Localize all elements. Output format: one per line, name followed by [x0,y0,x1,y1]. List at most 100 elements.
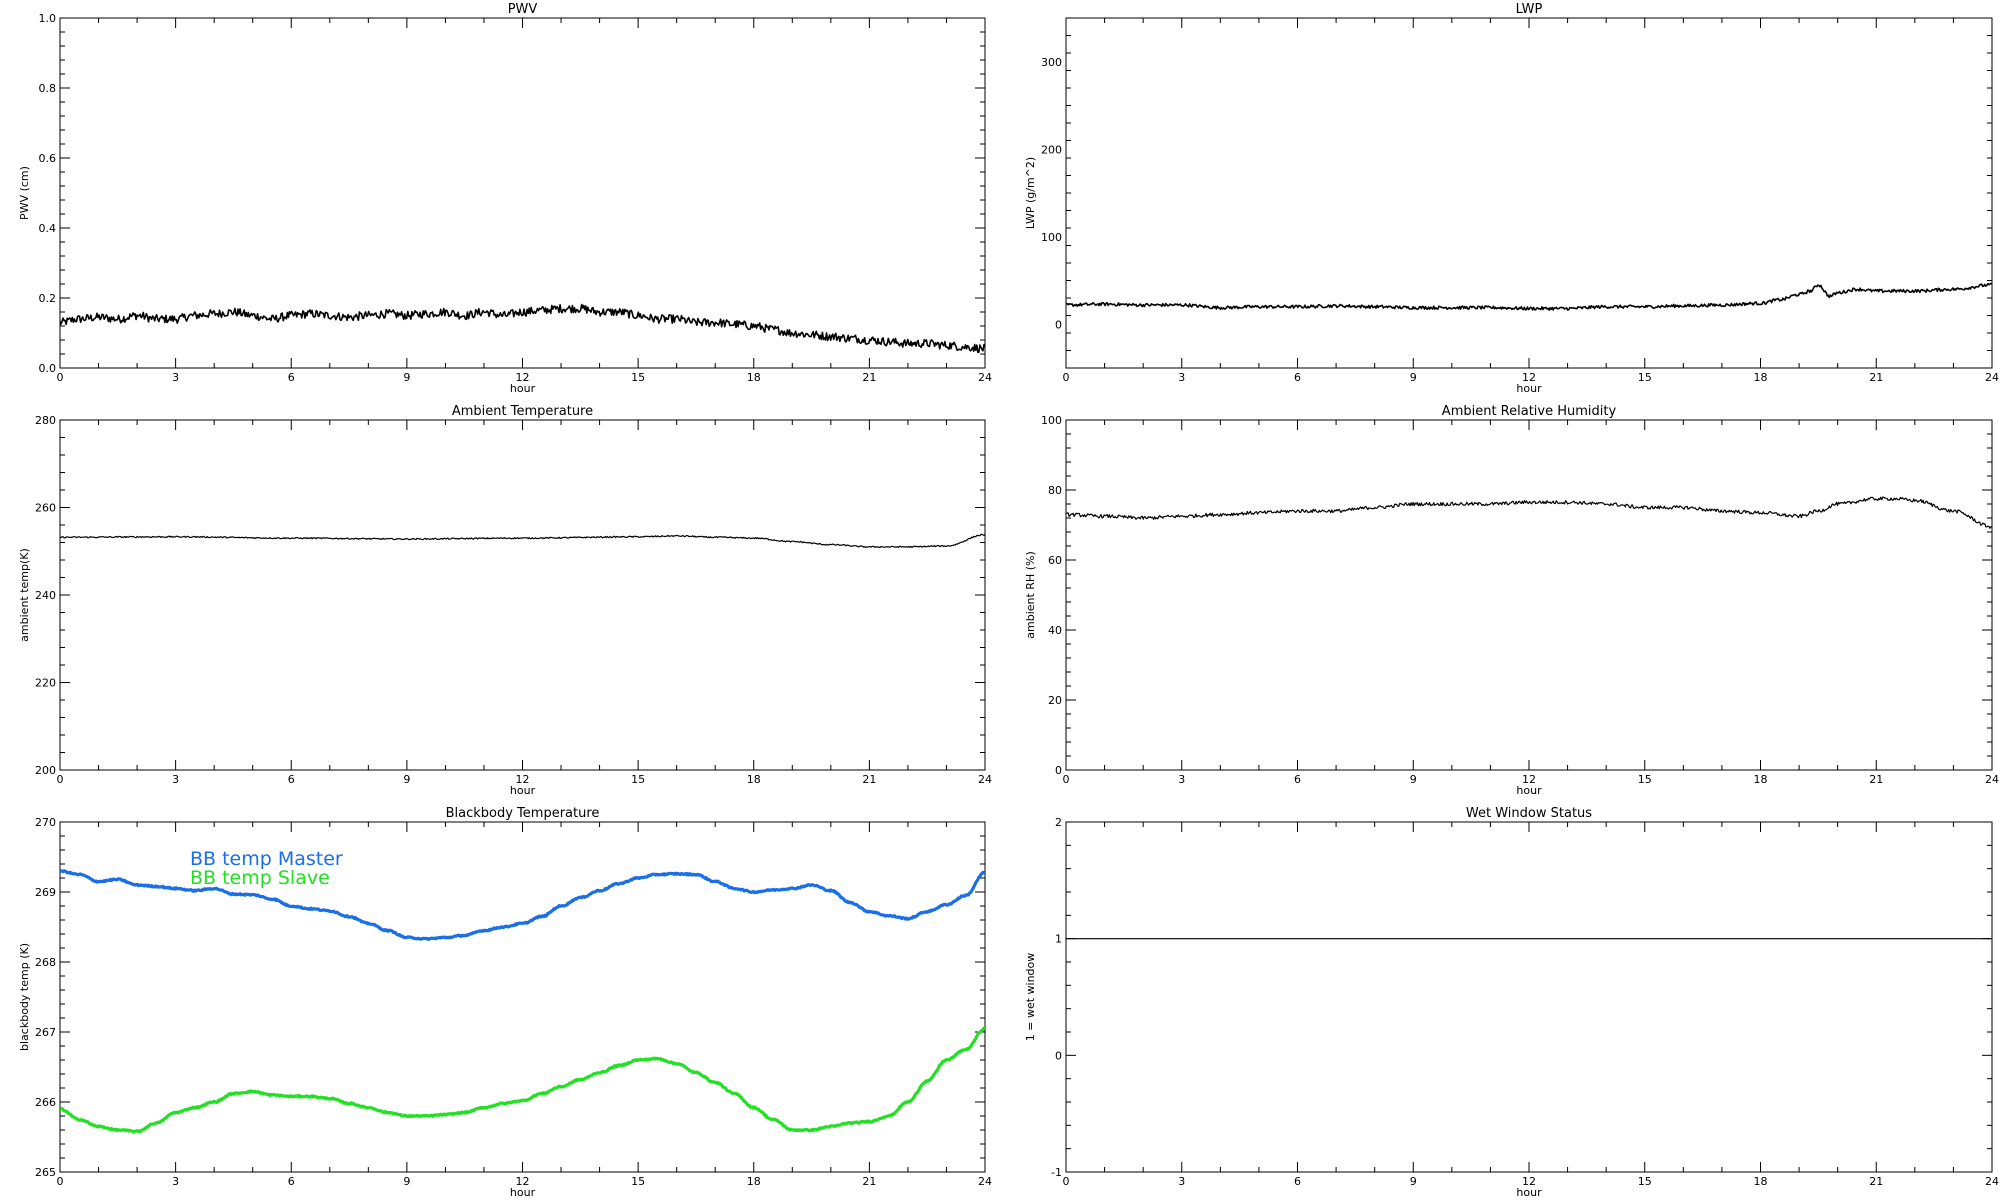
x-tick-label: 24 [1985,773,1999,786]
chart-title: LWP [1516,2,1543,17]
y-tick-label: 20 [1048,694,1062,707]
x-tick-label: 6 [1294,371,1301,384]
x-axis-label: hour [510,1186,536,1199]
x-tick-label: 24 [1985,371,1999,384]
y-tick-label: 200 [1041,143,1062,156]
legend-entry: BB temp Master [190,848,343,870]
series-line-0 [1066,282,1992,311]
x-tick-label: 6 [1294,1175,1301,1188]
series-line-0 [1066,496,1992,529]
series-line-0 [60,868,985,942]
x-tick-label: 15 [631,1175,645,1188]
y-tick-label: 1.0 [39,12,57,25]
chart-panel-0: PWV 0 3 6 9 12 15 18 21 24 hour 0.0 0.2 0.4 0.6 0.8 1.0 P… [18,2,992,395]
x-tick-label: 15 [1638,371,1652,384]
x-tick-label: 3 [1178,1175,1185,1188]
x-tick-label: 21 [862,773,876,786]
x-tick-label: 12 [516,1175,530,1188]
y-axis-label: 1 = wet window [1024,953,1037,1042]
x-tick-label: 9 [1410,371,1417,384]
y-axis-label: blackbody temp (K) [18,943,31,1051]
x-axis-label: hour [510,382,536,395]
x-tick-label: 0 [57,773,64,786]
x-tick-label: 6 [288,1175,295,1188]
x-tick-label: 3 [172,1175,179,1188]
x-tick-label: 18 [747,371,761,384]
x-tick-label: 18 [1754,371,1768,384]
x-tick-label: 24 [978,773,992,786]
chart-panel-4: Blackbody Temperature 0 3 6 9 12 15 18 21 24 hour 2… [18,806,992,1199]
x-tick-label: 21 [862,1175,876,1188]
x-tick-label: 0 [1063,773,1070,786]
x-tick-label: 21 [1869,1175,1883,1188]
x-tick-label: 0 [1063,1175,1070,1188]
x-tick-label: 0 [1063,371,1070,384]
x-tick-label: 12 [1522,371,1536,384]
chart-title: Blackbody Temperature [446,806,600,821]
plot-frame [59,419,986,771]
x-tick-label: 18 [1754,1175,1768,1188]
y-tick-label: 80 [1048,484,1062,497]
y-tick-label: 220 [35,677,56,690]
plot-frame [1065,821,1993,1173]
x-tick-label: 21 [862,371,876,384]
y-tick-label: 0.8 [39,82,57,95]
x-tick-label: 3 [172,773,179,786]
y-tick-label: 100 [1041,414,1062,427]
y-tick-label: 0 [1055,764,1062,777]
x-tick-label: 24 [1985,1175,1999,1188]
x-tick-label: 9 [403,773,410,786]
y-axis-label: PWV (cm) [18,166,31,220]
x-tick-label: 15 [1638,773,1652,786]
chart-title: Ambient Relative Humidity [1442,404,1617,419]
y-tick-label: 200 [35,764,56,777]
plot-frame [1065,419,1993,771]
series-line-0 [60,303,985,354]
x-tick-label: 18 [1754,773,1768,786]
x-tick-label: 15 [631,773,645,786]
x-axis-label: hour [1516,382,1542,395]
x-tick-label: 15 [1638,1175,1652,1188]
x-tick-label: 9 [403,371,410,384]
chart-title: PWV [508,2,538,17]
y-tick-label: 100 [1041,231,1062,244]
x-tick-label: 6 [288,371,295,384]
x-tick-label: 21 [1869,371,1883,384]
x-tick-label: 0 [57,371,64,384]
chart-title: Ambient Temperature [452,404,593,419]
y-tick-label: 40 [1048,624,1062,637]
y-axis-label: ambient RH (%) [1024,551,1037,639]
x-tick-label: 12 [1522,1175,1536,1188]
x-tick-label: 12 [1522,773,1536,786]
chart-panel-2: Ambient Temperature 0 3 6 9 12 15 18 21 24 hour 200… [18,404,992,797]
y-tick-label: 269 [35,886,56,899]
x-tick-label: 9 [1410,773,1417,786]
y-tick-label: 300 [1041,56,1062,69]
legend-entry: BB temp Slave [190,867,330,889]
x-tick-label: 12 [516,371,530,384]
x-tick-label: 9 [1410,1175,1417,1188]
y-tick-label: 0.0 [39,362,57,375]
x-tick-label: 21 [1869,773,1883,786]
x-axis-label: hour [510,784,536,797]
y-tick-label: 2 [1055,816,1062,829]
x-tick-label: 18 [747,773,761,786]
x-tick-label: 12 [516,773,530,786]
y-tick-label: 280 [35,414,56,427]
x-tick-label: 3 [172,371,179,384]
y-tick-label: 60 [1048,554,1062,567]
y-axis-label: LWP (g/m^2) [1024,157,1037,229]
x-tick-label: 6 [288,773,295,786]
x-tick-label: 15 [631,371,645,384]
y-tick-label: 0 [1055,1049,1062,1062]
y-tick-label: 270 [35,816,56,829]
series-line-1 [60,1026,985,1134]
x-tick-label: 6 [1294,773,1301,786]
y-tick-label: 0.6 [39,152,57,165]
y-tick-label: -1 [1051,1166,1062,1179]
x-tick-label: 24 [978,371,992,384]
x-tick-label: 24 [978,1175,992,1188]
y-axis-label: ambient temp(K) [18,548,31,642]
y-tick-label: 0.2 [39,292,57,305]
